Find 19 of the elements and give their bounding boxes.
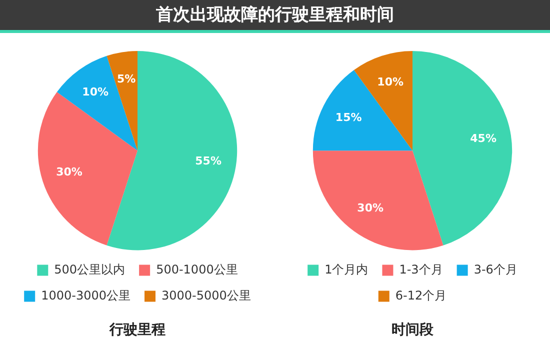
legend-label: 3-6个月 [474, 262, 518, 276]
text: 首次出现故障的行驶里程和时间 [0, 0, 550, 33]
data-label: 10% [377, 75, 404, 88]
legend-label: 3000-5000公里 [162, 288, 251, 302]
data-label: 55% [195, 154, 222, 168]
data-label: 30% [357, 201, 384, 214]
legend-label: 6-12个月 [395, 288, 447, 302]
text: 时间段 [392, 322, 434, 338]
data-label: 45% [470, 132, 496, 146]
legend-label: 500公里以内 [54, 262, 126, 276]
text: 行驶里程 [108, 322, 166, 338]
data-label: 5% [116, 72, 136, 86]
data-label: 30% [56, 166, 82, 179]
legend-label: 1000-3000公里 [41, 288, 131, 302]
legend-label: 500-1000公里 [156, 262, 238, 276]
legend-label: 1-3个月 [399, 262, 443, 276]
data-label: 10% [82, 85, 109, 98]
legend-label: 1个月内 [324, 262, 368, 276]
data-label: 15% [335, 110, 362, 124]
